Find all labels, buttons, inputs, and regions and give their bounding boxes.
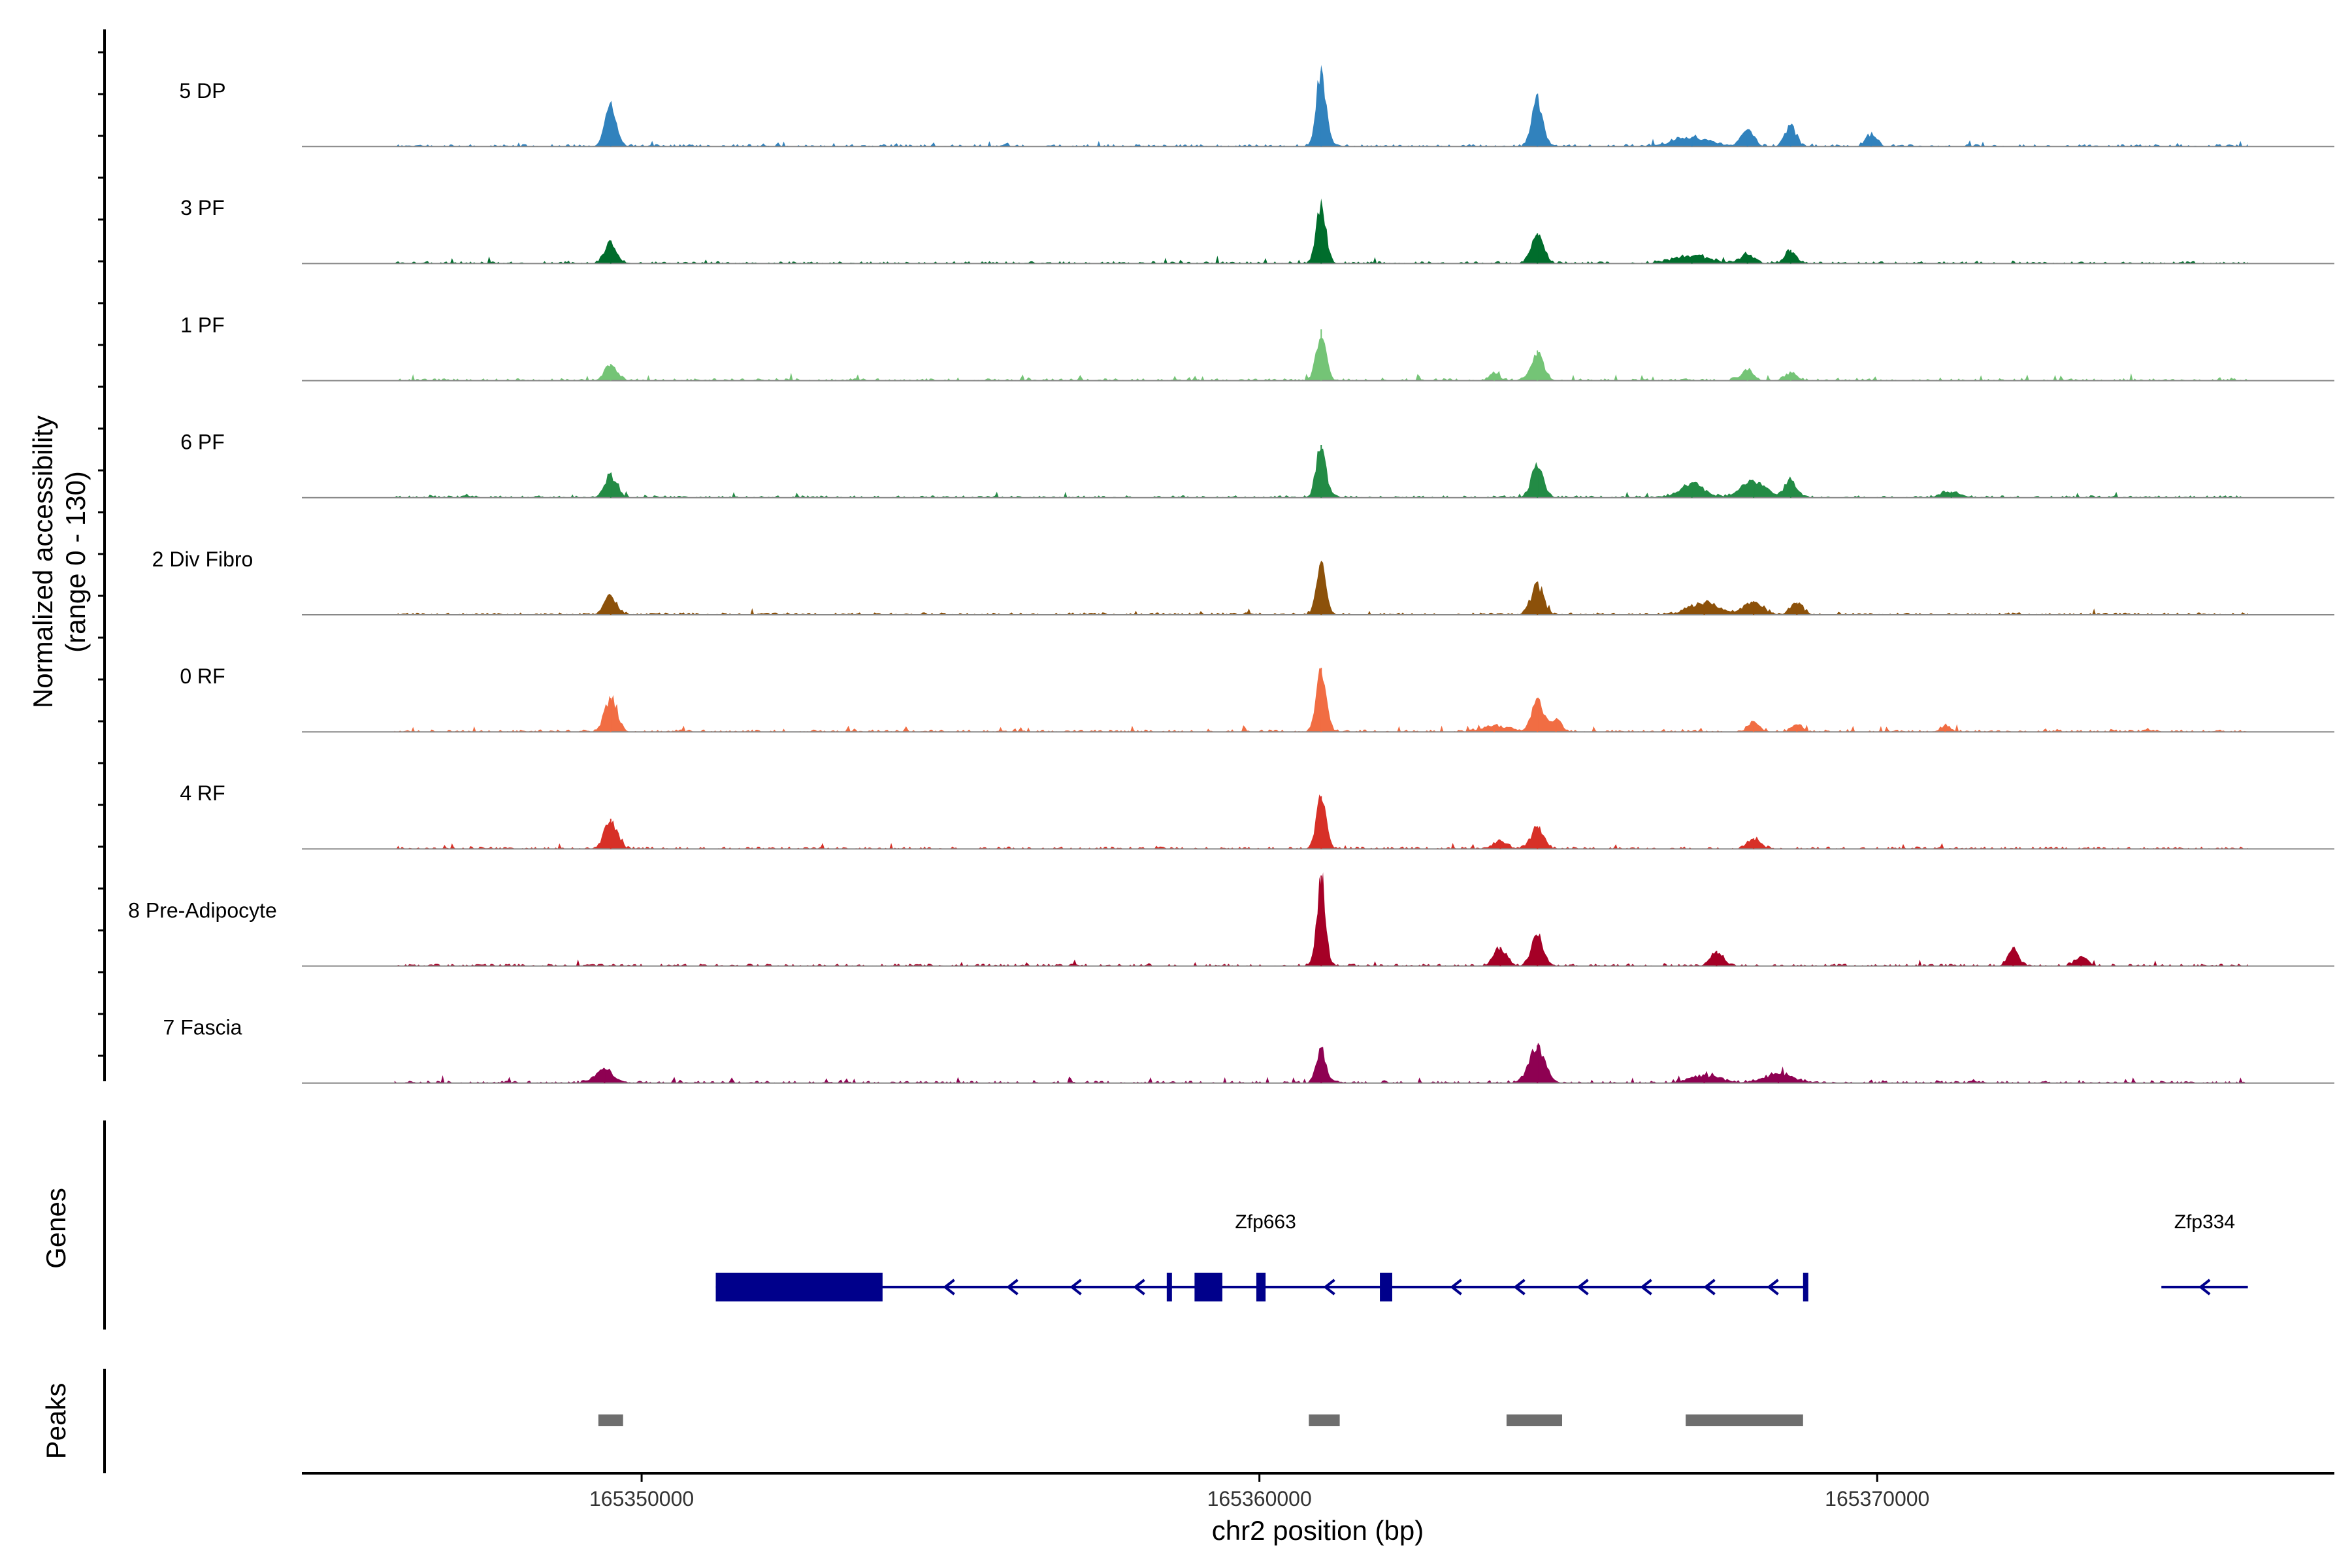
track-label: 0 RF — [180, 664, 225, 688]
y-axis-title: Normalized accessibility (range 0 - 130) — [27, 416, 91, 708]
track-1-pf: 1 PF — [180, 313, 2334, 382]
strand-arrow — [1513, 1279, 1526, 1296]
track-8-pre-adipocyte: 8 Pre-Adipocyte — [128, 872, 2334, 967]
track-6-pf: 6 PF — [180, 431, 2334, 498]
track-label: 5 DP — [179, 79, 225, 103]
x-axis-title: chr2 position (bp) — [1212, 1515, 1424, 1546]
track-label: 2 Div Fibro — [152, 547, 253, 571]
strand-arrow — [1006, 1279, 1019, 1296]
strand-arrow — [1323, 1279, 1335, 1296]
track-label: 1 PF — [180, 313, 225, 336]
peaks-track-title: Peaks — [41, 1383, 71, 1460]
track-label: 6 PF — [180, 431, 225, 454]
strand-arrow — [1576, 1279, 1589, 1296]
track-7-fascia: 7 Fascia — [163, 1016, 2334, 1084]
track-4-rf: 4 RF — [180, 781, 2334, 850]
gene-zfp334: Zfp334 — [2161, 1211, 2248, 1296]
peak-region — [1506, 1414, 1563, 1426]
x-axis-ticks: 165350000 165360000 165370000 — [589, 1473, 1929, 1511]
track-label: 7 Fascia — [163, 1016, 242, 1039]
gene-annotation-track: Zfp663 Zfp334 — [715, 1211, 2248, 1301]
y-axis-title-line1: Normalized accessibility — [27, 416, 58, 708]
track-label: 3 PF — [180, 196, 225, 220]
gene-label: Zfp663 — [1235, 1211, 1296, 1233]
track-label: 8 Pre-Adipocyte — [128, 898, 277, 922]
strand-arrow — [1703, 1279, 1716, 1296]
strand-arrow — [1640, 1279, 1652, 1296]
x-tick-label: 165350000 — [589, 1487, 694, 1511]
gene-exon — [1803, 1273, 1808, 1301]
coverage-tracks: 5 DP 3 PF 1 PF 6 PF 2 Div Fibro 0 RF 4 RF 8 Pre… — [128, 65, 2334, 1084]
gene-zfp663: Zfp663 — [715, 1211, 1808, 1301]
track-label: 4 RF — [180, 781, 225, 805]
gene-exon — [1256, 1273, 1266, 1301]
gene-label: Zfp334 — [2174, 1211, 2235, 1233]
gene-exon — [715, 1273, 883, 1301]
coverage-y-axis — [98, 29, 106, 1081]
peak-region — [1686, 1414, 1803, 1426]
gene-exon — [1194, 1273, 1222, 1301]
x-tick-label: 165360000 — [1207, 1487, 1312, 1511]
strand-arrow — [1450, 1279, 1462, 1296]
track-2-div-fibro: 2 Div Fibro — [152, 547, 2334, 615]
genes-track-title: Genes — [41, 1188, 71, 1269]
peak-region — [1309, 1414, 1340, 1426]
strand-arrow — [1133, 1279, 1145, 1296]
strand-arrow — [943, 1279, 955, 1296]
gene-exon — [1166, 1273, 1172, 1301]
peak-region — [598, 1414, 623, 1426]
x-tick-label: 165370000 — [1825, 1487, 1929, 1511]
strand-arrow — [2198, 1279, 2211, 1296]
track-0-rf: 0 RF — [180, 664, 2334, 733]
track-5-dp: 5 DP — [179, 65, 2334, 148]
strand-arrow — [1767, 1279, 1779, 1296]
y-axis-title-line2: (range 0 - 130) — [60, 471, 91, 653]
track-3-pf: 3 PF — [180, 196, 2334, 265]
strand-arrow — [1070, 1279, 1082, 1296]
peak-regions-track — [598, 1414, 1803, 1426]
gene-exon — [1380, 1273, 1392, 1301]
